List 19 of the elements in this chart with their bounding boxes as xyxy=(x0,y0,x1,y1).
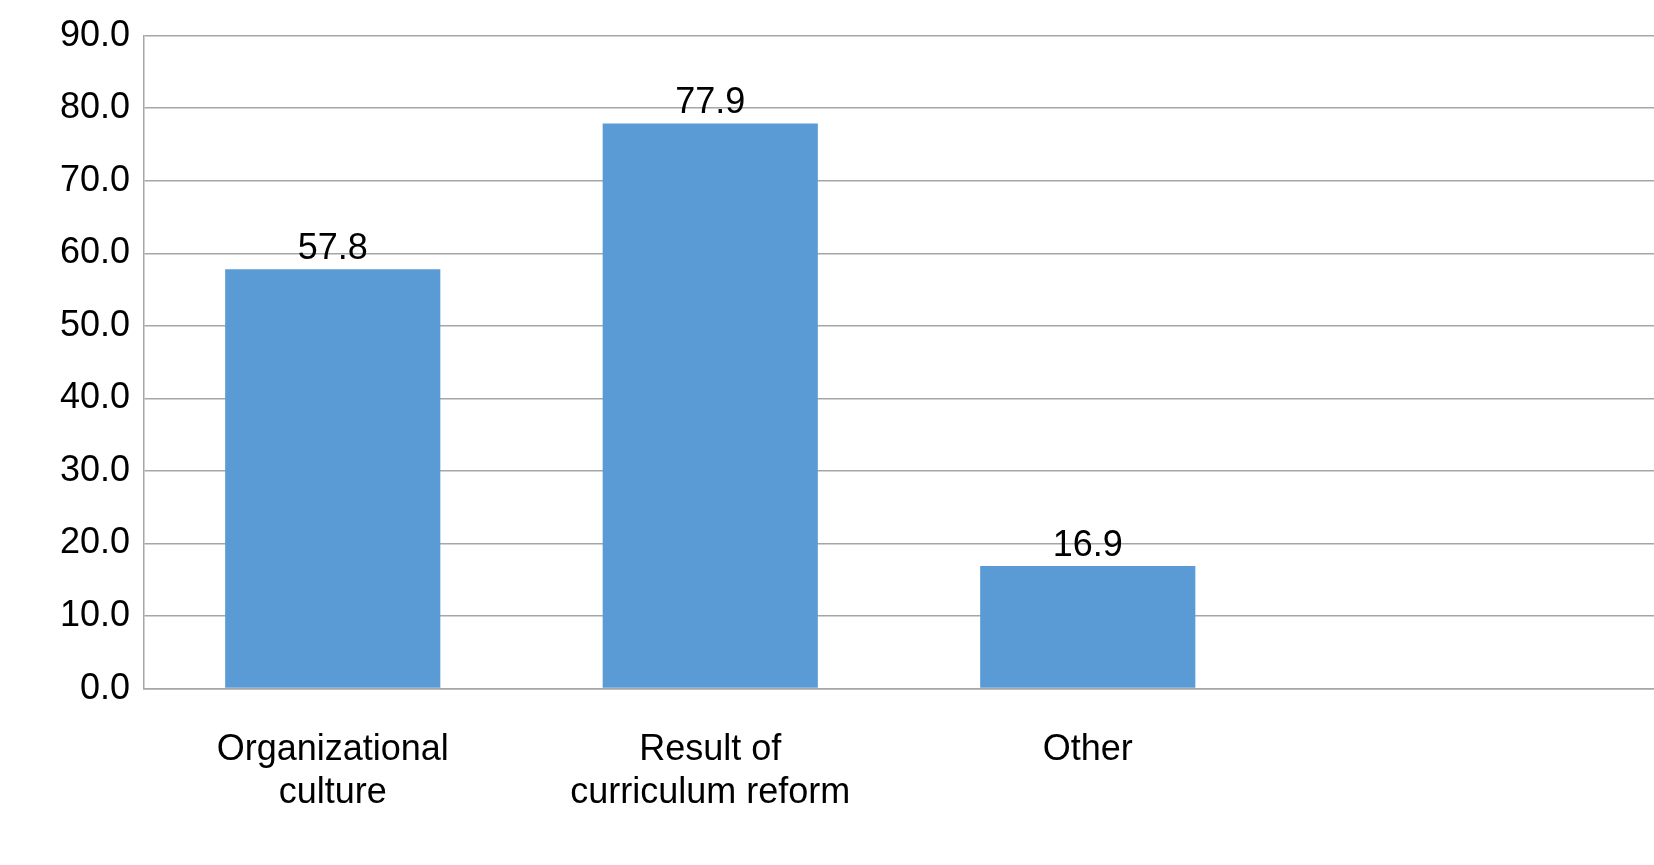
y-tick-label: 40.0 xyxy=(59,375,130,417)
bar xyxy=(602,123,818,688)
y-tick-label: 50.0 xyxy=(59,302,130,344)
x-tick-label: Organizational culture xyxy=(216,727,449,812)
y-tick-label: 90.0 xyxy=(59,12,130,54)
data-label: 57.8 xyxy=(297,226,368,268)
data-label: 77.9 xyxy=(675,80,746,122)
bar xyxy=(225,269,441,688)
x-tick-label: Result of curriculum reform xyxy=(570,727,851,812)
y-tick-label: 20.0 xyxy=(59,520,130,562)
y-tick-label: 0.0 xyxy=(79,665,130,707)
y-tick-label: 30.0 xyxy=(59,447,130,489)
y-tick-label: 60.0 xyxy=(59,230,130,272)
y-tick-label: 80.0 xyxy=(59,85,130,127)
x-tick-label: Other xyxy=(1042,727,1133,769)
bar xyxy=(980,565,1196,688)
y-tick-label: 10.0 xyxy=(59,592,130,634)
data-label: 16.9 xyxy=(1052,522,1123,564)
y-tick-label: 70.0 xyxy=(59,157,130,199)
